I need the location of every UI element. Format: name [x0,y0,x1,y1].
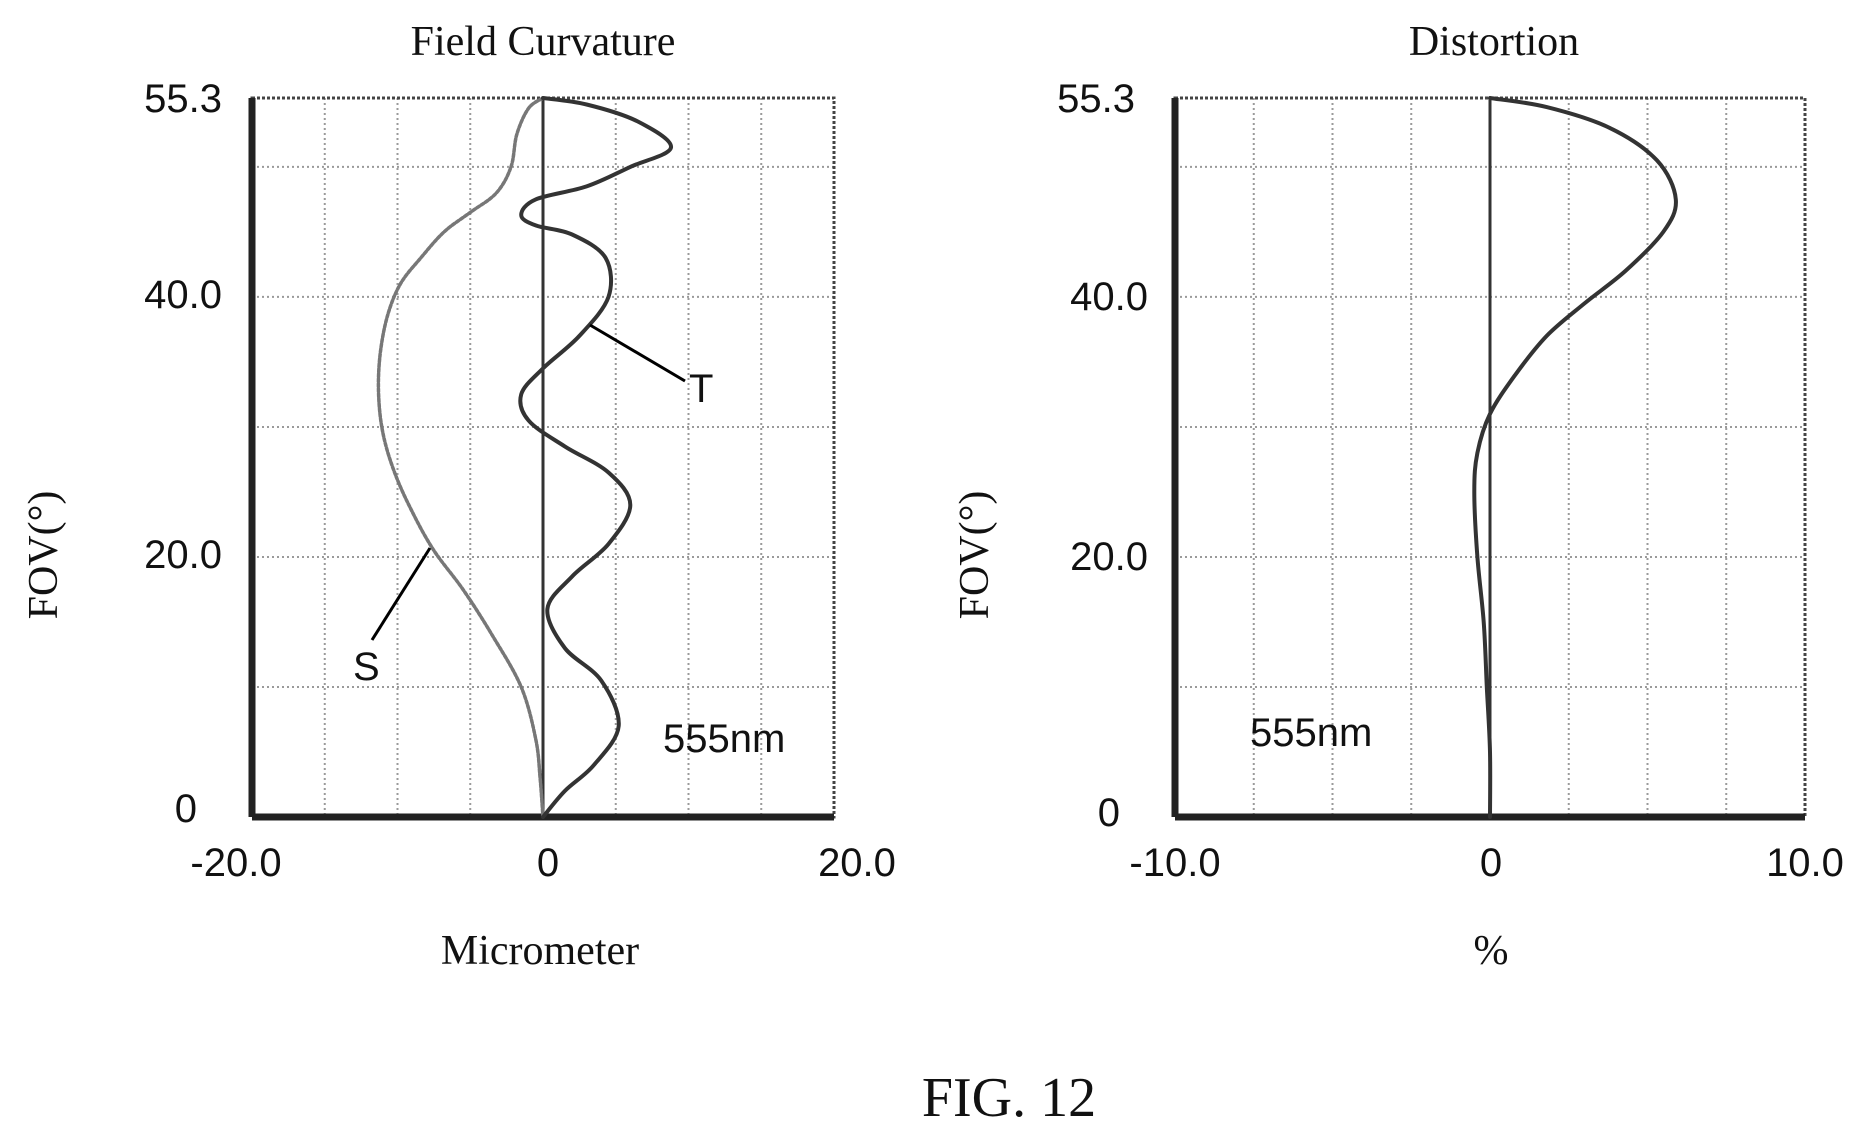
y-tick-label: 20.0 [144,533,222,577]
y-tick-label: 40.0 [144,273,222,317]
figure-label: FIG. 12 [922,1067,1096,1129]
chart-title: Distortion [1409,19,1579,65]
field-curvature-chart: Field Curvature 55.3 40.0 20.0 0 -20.0 0… [21,19,896,974]
chart-title: Field Curvature [411,19,676,65]
s-curve-label: S [353,645,380,689]
x-axis-title: Micrometer [441,928,639,974]
wavelength-annotation: 555nm [1250,711,1372,755]
y-tick-label: 55.3 [144,77,222,121]
y-axis-title: FOV(°) [21,491,67,620]
s-leader-line [370,547,432,641]
y-axis-title: FOV(°) [952,491,998,620]
x-tick-label: -20.0 [190,841,281,885]
y-tick-label: 20.0 [1070,535,1148,579]
x-tick-label: 0 [537,841,559,885]
y-tick-label: 0 [1098,791,1120,835]
y-tick-label: 55.3 [1057,77,1135,121]
series-s-line [376,96,545,819]
wavelength-annotation: 555nm [663,717,785,761]
distortion-chart: Distortion 55.3 40.0 20.0 0 -10.0 0 10.0… [952,19,1844,974]
x-axis-title: % [1474,928,1509,974]
y-tick-label: 40.0 [1070,275,1148,319]
x-tick-label: 20.0 [818,841,896,885]
t-curve-label: T [689,367,713,411]
t-leader-line [589,323,686,383]
x-tick-label: -10.0 [1129,841,1220,885]
y-tick-label: 0 [175,787,197,831]
x-tick-label: 0 [1480,841,1502,885]
x-tick-label: 10.0 [1766,841,1844,885]
series-t-line [518,96,673,819]
distortion-line [1472,96,1678,819]
